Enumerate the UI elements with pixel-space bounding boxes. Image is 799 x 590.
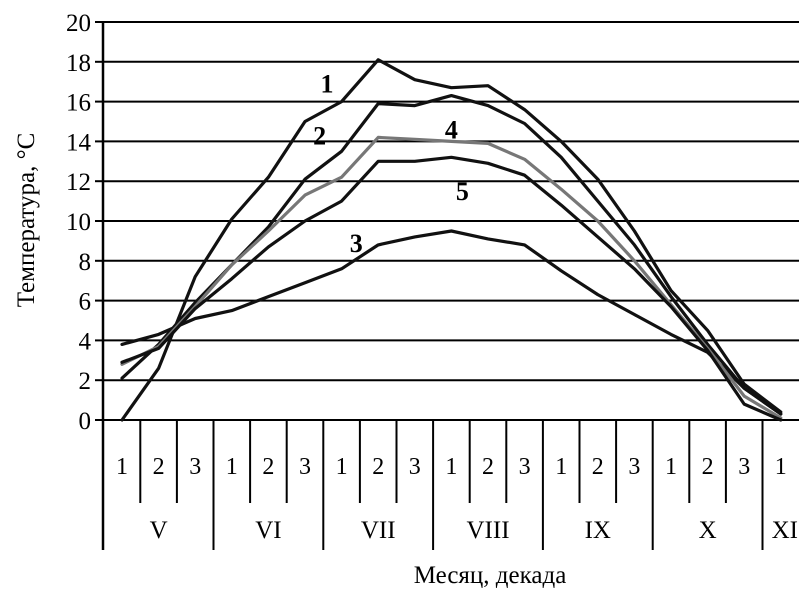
decade-tick-label: 1 [445, 454, 457, 480]
y-tick-label: 0 [79, 408, 92, 435]
series-label-5: 5 [456, 177, 469, 206]
series-label-1: 1 [320, 70, 333, 99]
decade-tick-label: 1 [336, 454, 348, 480]
decade-tick-label: 3 [189, 454, 201, 480]
y-tick-label: 14 [66, 129, 92, 156]
series-labels: 1 2 3 4 5 [313, 70, 469, 258]
decade-tick-label: 3 [628, 454, 640, 480]
month-tick-label: VI [255, 517, 281, 544]
decade-tick-label: 2 [262, 454, 274, 480]
series-label-3: 3 [350, 229, 363, 258]
month-tick-label: VIII [466, 517, 509, 544]
decade-tick-label: 2 [153, 454, 165, 480]
y-tick-label: 10 [66, 209, 91, 236]
month-tick-label: VII [361, 517, 396, 544]
y-tick-label: 2 [79, 368, 92, 395]
y-tick-label: 8 [79, 249, 92, 276]
y-tick-label: 18 [66, 50, 91, 77]
series-line-5 [120, 155, 783, 422]
series-lines [120, 58, 783, 422]
decade-tick-label: 2 [702, 454, 714, 480]
decade-tick-label: 3 [299, 454, 311, 480]
decade-tick-label: 1 [775, 454, 787, 480]
x-axis-title: Месяц, декада [414, 562, 567, 589]
y-tick-label: 12 [66, 169, 91, 196]
decade-tick-label: 1 [665, 454, 677, 480]
y-tick-label: 20 [66, 10, 91, 37]
decade-tick-label: 3 [519, 454, 531, 480]
month-tick-label: X [699, 517, 717, 544]
series-line-4 [120, 135, 783, 420]
month-tick-label: IX [585, 517, 611, 544]
decade-tick-label: 2 [482, 454, 494, 480]
month-tick-label: V [150, 517, 168, 544]
y-tick-labels: 0 2 4 6 8 10 12 14 16 18 20 [66, 10, 92, 435]
series-label-2: 2 [313, 121, 326, 150]
decade-tick-label: 1 [555, 454, 567, 480]
gridlines [95, 21, 799, 550]
y-tick-label: 6 [79, 289, 92, 316]
decade-tick-label: 2 [372, 454, 384, 480]
decade-tick-label: 3 [409, 454, 421, 480]
y-tick-label: 16 [66, 90, 91, 117]
y-axis-title: Температура, °C [13, 133, 40, 308]
decade-tick-label: 2 [592, 454, 604, 480]
series-label-4: 4 [445, 115, 458, 144]
month-tick-label: XI [772, 517, 798, 544]
series-line-3 [120, 229, 783, 416]
series-line-1 [120, 58, 783, 422]
x-axis-categories: 1 2 3 1 2 3 1 2 3 1 2 3 1 2 3 1 2 3 1V VI VII VIII IX X XI [116, 420, 798, 550]
decade-tick-label: 1 [116, 454, 128, 480]
decade-tick-label: 1 [226, 454, 238, 480]
y-tick-label: 4 [79, 328, 92, 355]
decade-tick-label: 3 [738, 454, 750, 480]
